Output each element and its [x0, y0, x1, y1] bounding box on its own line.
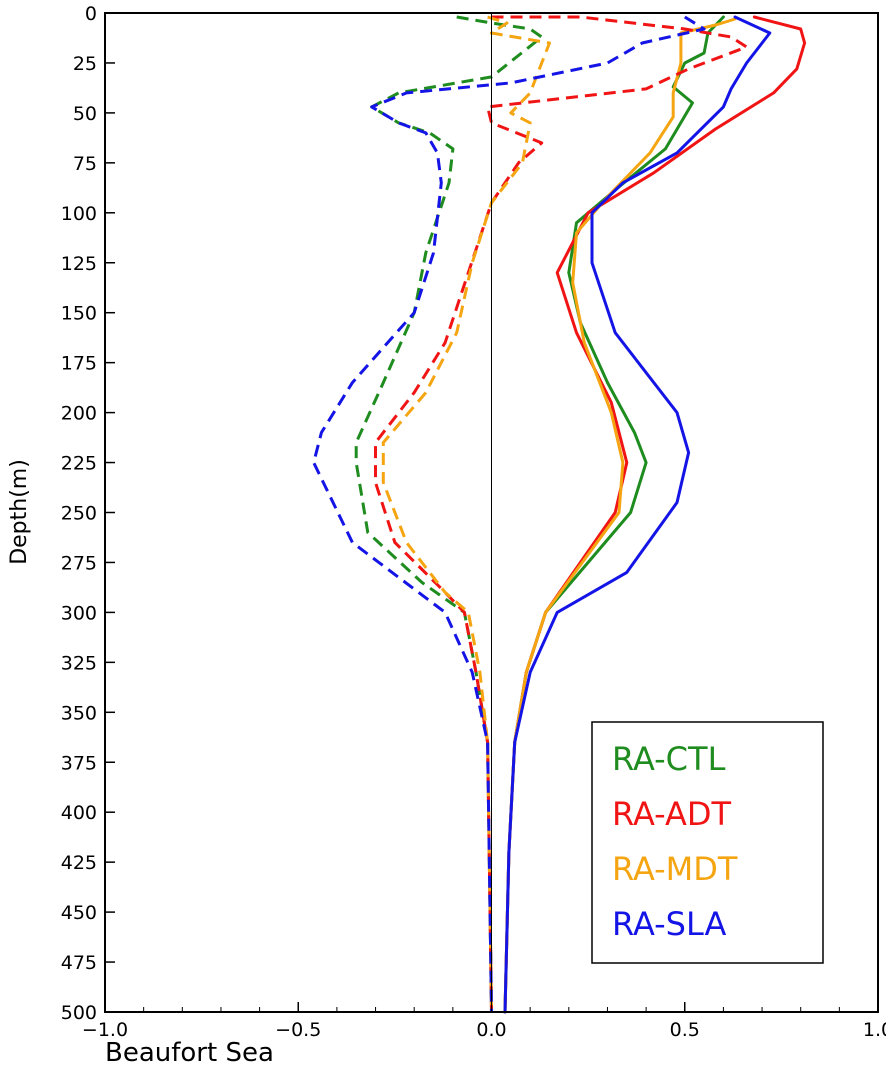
y-tick-label: 250 [61, 503, 97, 525]
x-tick-label: −0.5 [275, 1019, 321, 1041]
y-axis-label: Depth(m) [7, 459, 32, 565]
y-tick-label: 500 [61, 1002, 97, 1024]
legend-entry: RA-SLA [612, 905, 727, 943]
y-tick-label: 425 [61, 852, 97, 874]
y-tick-label: 200 [61, 403, 97, 425]
legend-entry: RA-CTL [612, 740, 726, 778]
legend-box [591, 721, 824, 964]
x-tick-label: 1.0 [863, 1019, 886, 1041]
y-tick-label: 275 [61, 552, 97, 574]
y-tick-label: 325 [61, 652, 97, 674]
series-line-ra-mdt [503, 17, 737, 1014]
y-tick-label: 450 [61, 902, 97, 924]
y-tick-label: 50 [73, 103, 97, 125]
legend-entry: RA-ADT [612, 795, 732, 833]
y-tick-label: 0 [85, 3, 97, 25]
x-tick-label: 0.5 [670, 1019, 700, 1041]
x-tick-label: 0.0 [476, 1019, 506, 1041]
y-tick-label: 25 [73, 53, 97, 75]
ticks-layer: 0 25 50 75 100 125 150 175 200 225 250 275 300 325 350… [61, 3, 886, 1041]
chart-title: Beaufort Sea [105, 1038, 274, 1067]
series-line-ra-sla-dashed [312, 15, 706, 1013]
series-line-ra-adt-dashed [374, 15, 749, 1013]
y-tick-label: 125 [61, 253, 97, 275]
y-tick-label: 300 [61, 602, 97, 624]
y-tick-label: 375 [61, 752, 97, 774]
y-tick-label: 400 [61, 802, 97, 824]
y-tick-label: 350 [61, 702, 97, 724]
legend: RA-CTL RA-ADT RA-MDT RA-SLA [591, 721, 824, 964]
legend-entry: RA-MDT [612, 850, 738, 888]
series-line-ra-mdt-dashed [381, 15, 551, 1013]
series-line-ra-sla [503, 15, 772, 1014]
y-tick-label: 75 [73, 153, 97, 175]
y-tick-label: 175 [61, 353, 97, 375]
y-tick-label: 150 [61, 303, 97, 325]
y-tick-label: 475 [61, 952, 97, 974]
y-tick-label: 100 [61, 203, 97, 225]
plot-frame [104, 12, 879, 1013]
series-line-ra-ctl-dashed [354, 15, 544, 1013]
series-layer [312, 15, 807, 1014]
x-tick-label: −1.0 [82, 1019, 128, 1041]
y-tick-label: 225 [61, 453, 97, 475]
